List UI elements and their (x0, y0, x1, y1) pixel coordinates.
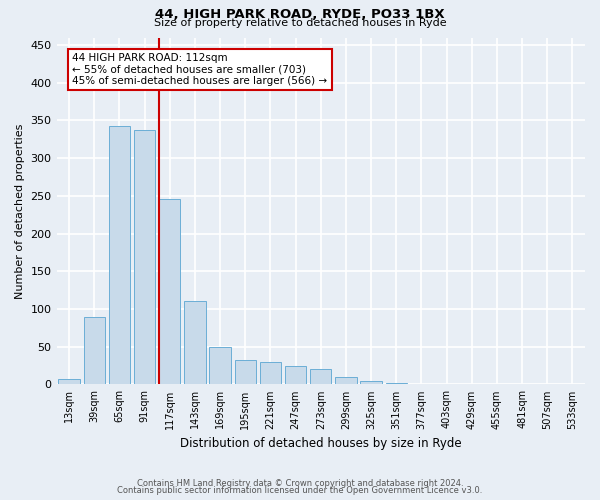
Bar (335, 377, 356, 384)
Bar (184, 302, 206, 384)
Bar (386, 383, 407, 384)
Text: Size of property relative to detached houses in Ryde: Size of property relative to detached ho… (154, 18, 446, 28)
Text: 44, HIGH PARK ROAD, RYDE, PO33 1BX: 44, HIGH PARK ROAD, RYDE, PO33 1BX (155, 8, 445, 20)
Bar (109, 126, 130, 384)
Bar (361, 380, 382, 384)
Bar (134, 130, 155, 384)
Bar (209, 346, 231, 385)
X-axis label: Distribution of detached houses by size in Ryde: Distribution of detached houses by size … (180, 437, 461, 450)
Bar (83, 318, 105, 384)
Text: 44 HIGH PARK ROAD: 112sqm
← 55% of detached houses are smaller (703)
45% of semi: 44 HIGH PARK ROAD: 112sqm ← 55% of detac… (73, 53, 328, 86)
Bar (58, 379, 80, 384)
Text: Contains public sector information licensed under the Open Government Licence v3: Contains public sector information licen… (118, 486, 482, 495)
Bar (310, 368, 331, 384)
Bar (159, 199, 181, 384)
Bar (285, 366, 307, 384)
Y-axis label: Number of detached properties: Number of detached properties (15, 124, 25, 298)
Text: Contains HM Land Registry data © Crown copyright and database right 2024.: Contains HM Land Registry data © Crown c… (137, 478, 463, 488)
Bar (260, 362, 281, 384)
Bar (235, 360, 256, 384)
